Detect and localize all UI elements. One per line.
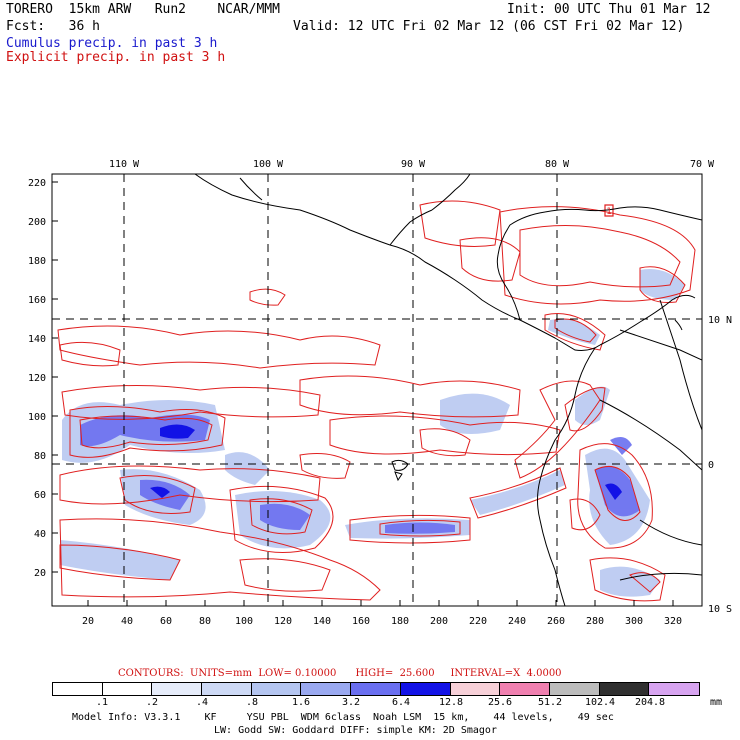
lat-label-10s: 10 S	[708, 604, 732, 615]
lon-label-110w: 110 W	[109, 159, 140, 170]
header-cumulus-label: Cumulus precip. in past 3 h	[6, 36, 218, 51]
legend-label: 3.2	[341, 697, 361, 708]
x-tick-label: 260	[547, 616, 565, 627]
x-tick-label: 80	[199, 616, 211, 627]
lon-label-90w: 90 W	[401, 159, 426, 170]
x-tick-label: 280	[586, 616, 604, 627]
legend-swatch	[500, 683, 550, 695]
cumulus-precip-max	[150, 424, 622, 500]
x-tick-label: 220	[469, 616, 487, 627]
legend-label: 1.6	[291, 697, 311, 708]
x-tick-label: 300	[625, 616, 643, 627]
y-tick-label: 160	[28, 295, 46, 306]
footer-model-info: Model Info: V3.3.1 KF YSU PBL WDM 6class…	[72, 712, 614, 723]
legend-swatch	[549, 683, 600, 695]
legend-label: 6.4	[391, 697, 411, 708]
header-explicit-label: Explicit precip. in past 3 h	[6, 50, 226, 65]
y-tick-label: 120	[28, 373, 46, 384]
x-tick-label: 100	[235, 616, 253, 627]
y-tick-label: 100	[28, 412, 46, 423]
legend-swatch	[649, 683, 699, 695]
x-tick-label: 120	[274, 616, 292, 627]
color-legend	[52, 682, 700, 696]
x-tick-label: 180	[391, 616, 409, 627]
legend-label: 25.6	[487, 697, 513, 708]
map-frame	[51, 173, 703, 607]
legend-swatch	[599, 683, 650, 695]
y-axis-ticks	[52, 181, 58, 573]
footer-physics-info: LW: Godd SW: Goddard DIFF: simple KM: 2D…	[214, 725, 497, 736]
header-init-time: Init: 00 UTC Thu 01 Mar 12	[507, 2, 711, 17]
legend-swatch	[102, 683, 153, 695]
precip-fields	[57, 200, 696, 602]
y-tick-label: 40	[34, 529, 46, 540]
lat-label-eq: 0	[708, 460, 714, 471]
legend-swatch	[301, 683, 352, 695]
legend-label: 51.2	[537, 697, 563, 708]
latlon-grid	[52, 174, 702, 606]
contour-caption: CONTOURS: UNITS=mm LOW= 0.10000 HIGH= 25…	[118, 668, 562, 679]
legend-label: 12.8	[438, 697, 464, 708]
high-marker: 1	[606, 207, 611, 217]
legend-unit: mm	[710, 697, 723, 708]
y-tick-label: 20	[34, 568, 46, 579]
header-model-title: TORERO 15km ARW Run2 NCAR/MMM	[6, 2, 280, 17]
x-axis-ticks	[87, 600, 674, 606]
x-tick-label: 320	[664, 616, 682, 627]
lon-label-100w: 100 W	[253, 159, 284, 170]
header-forecast-hour: Fcst: 36 h	[6, 19, 100, 34]
y-tick-label: 200	[28, 217, 46, 228]
lon-label-80w: 80 W	[545, 159, 570, 170]
y-tick-label: 80	[34, 451, 46, 462]
legend-swatch	[202, 683, 252, 695]
legend-label: .8	[245, 697, 259, 708]
x-tick-label: 40	[121, 616, 133, 627]
legend-swatch	[351, 683, 401, 695]
legend-swatch	[400, 683, 451, 695]
x-tick-label: 140	[313, 616, 331, 627]
y-tick-label: 180	[28, 256, 46, 267]
x-tick-label: 20	[82, 616, 94, 627]
lat-label-10n: 10 N	[708, 315, 732, 326]
explicit-precip-contours	[57, 200, 696, 602]
x-tick-label: 200	[430, 616, 448, 627]
legend-swatch	[53, 683, 103, 695]
legend-label: 102.4	[584, 697, 616, 708]
legend-swatch	[450, 683, 501, 695]
x-tick-label: 240	[508, 616, 526, 627]
lon-label-70w: 70 W	[690, 159, 715, 170]
y-tick-label: 220	[28, 178, 46, 189]
x-tick-label: 160	[352, 616, 370, 627]
y-tick-label: 60	[34, 490, 46, 501]
header-valid-time: Valid: 12 UTC Fri 02 Mar 12 (06 CST Fri …	[293, 19, 685, 34]
legend-swatch	[152, 683, 203, 695]
legend-swatch	[251, 683, 302, 695]
legend-label: 204.8	[634, 697, 666, 708]
y-tick-label: 140	[28, 334, 46, 345]
legend-label: .1	[95, 697, 109, 708]
legend-label: .2	[145, 697, 159, 708]
x-tick-label: 60	[160, 616, 172, 627]
legend-label: .4	[195, 697, 209, 708]
